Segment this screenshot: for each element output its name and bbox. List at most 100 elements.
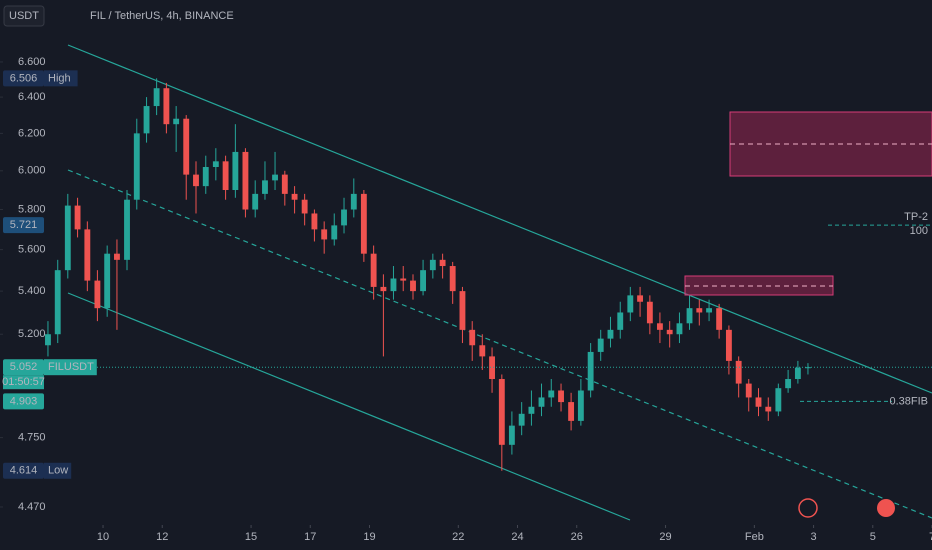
candle-body [479, 345, 486, 357]
candle-body [785, 379, 792, 389]
candle-body [94, 280, 101, 309]
candle-body [410, 280, 416, 292]
candle-body [272, 174, 278, 181]
candle-body [696, 308, 703, 313]
candle-body [725, 329, 732, 361]
y-tick-label: 4.750 [18, 431, 46, 443]
candle-body [291, 193, 298, 200]
candle-body [64, 205, 71, 271]
candle-body [370, 253, 377, 287]
x-tick-label: 3 [811, 531, 817, 543]
candle-body [617, 312, 624, 330]
candle-body [676, 323, 683, 335]
y-tick-label: 6.400 [18, 91, 46, 103]
candle-body [321, 229, 328, 240]
candle-body [548, 390, 555, 398]
candle-body [193, 174, 199, 187]
y-tick-label: 6.200 [18, 127, 46, 139]
event-icon[interactable] [877, 499, 895, 517]
candle-body [311, 213, 318, 230]
candle-body [143, 106, 150, 134]
candle-body [331, 225, 338, 240]
tp-sub-label: 100 [910, 225, 928, 237]
y-tick-label: 5.400 [18, 285, 46, 297]
candle-body [281, 174, 288, 194]
candle-body [380, 286, 387, 292]
candle-body [597, 338, 604, 352]
candle-body [735, 360, 742, 384]
candle-body [183, 118, 190, 175]
candle-body [587, 351, 594, 391]
candle-body [104, 253, 111, 309]
candle-body [716, 308, 723, 330]
candle-body [568, 402, 575, 421]
candle-body [173, 118, 180, 125]
candle-body [232, 151, 239, 190]
candle-body [390, 278, 397, 292]
y-tick-label: 5.600 [18, 244, 46, 256]
x-tick-label: 7 [929, 531, 932, 543]
candle-body [518, 413, 525, 426]
event-icon[interactable] [798, 498, 818, 518]
price-label: 6.506 [10, 72, 38, 84]
candle-body [794, 367, 801, 380]
candle-body [577, 390, 584, 421]
channel-upper [67, 44, 932, 394]
x-tick-label: 5 [870, 531, 876, 543]
candle-body [124, 199, 130, 260]
plot [0, 61, 932, 528]
countdown-bg [3, 375, 44, 390]
price-label-bg [3, 393, 44, 410]
candle-body [242, 151, 249, 210]
candle-body [133, 133, 140, 200]
candle-body [775, 388, 782, 412]
candle-body [212, 161, 219, 168]
candle-body [666, 329, 673, 335]
price-label: 5.721 [10, 219, 38, 231]
price-label-bg [3, 359, 44, 376]
candle-body [222, 161, 229, 190]
candle-body [341, 209, 347, 226]
candle-body [508, 425, 515, 445]
candle-body [420, 270, 427, 292]
y-tick-label: 6.600 [18, 56, 46, 68]
fib-label: 0.38FIB [889, 395, 928, 407]
candle-body [459, 291, 466, 330]
currency-button[interactable] [3, 5, 45, 27]
candle-body [805, 367, 811, 369]
candle-body [74, 205, 81, 230]
price-label: 5.052 [10, 361, 38, 373]
candle-body [84, 229, 91, 281]
candle-body [745, 383, 752, 398]
price-tag-bg [44, 359, 97, 376]
countdown: 01:50:57 [2, 376, 45, 388]
candle-body [262, 180, 268, 194]
candle-body [360, 193, 367, 254]
candle-body [755, 397, 762, 407]
price-label-bg [3, 462, 44, 479]
candle-body [202, 167, 209, 187]
symbol-title: FIL / TetherUS, 4h, BINANCE [90, 10, 234, 22]
channel-lower [67, 292, 631, 521]
x-tick-label: 29 [659, 531, 671, 543]
candle-body [607, 329, 614, 339]
candle-body [538, 397, 545, 407]
candle-body [489, 356, 495, 380]
y-tick-label: 5.800 [18, 203, 46, 215]
y-tick-label: 4.470 [18, 501, 46, 513]
price-tag: Low [48, 465, 68, 477]
candle-body [54, 270, 61, 335]
candle-body [498, 379, 505, 445]
x-tick-label: 24 [511, 531, 523, 543]
drawings [67, 44, 932, 521]
candle-body [686, 308, 693, 324]
candle-body [429, 259, 436, 271]
x-tick-label: 12 [156, 531, 168, 543]
candle-body [469, 329, 476, 346]
y-tick-label: 6.000 [18, 165, 46, 177]
y-tick-label: 5.200 [18, 328, 46, 340]
candle-body [637, 295, 644, 302]
x-tick-label: 19 [363, 531, 375, 543]
currency: USDT [9, 10, 39, 22]
